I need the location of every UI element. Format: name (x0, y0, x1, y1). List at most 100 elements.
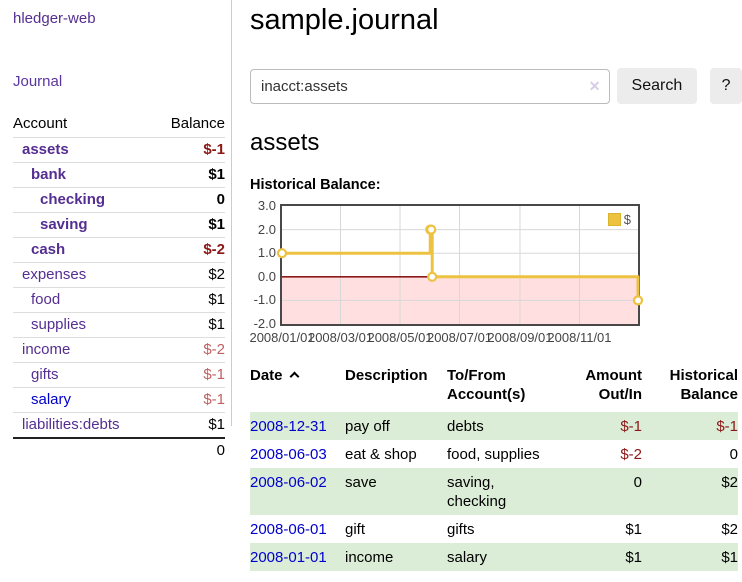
sidebar-item-journal[interactable]: Journal (13, 73, 63, 90)
x-tick-label: 2008/07/01 (426, 330, 493, 345)
amount-cell: $-1 (620, 418, 642, 435)
account-balance: $-1 (203, 366, 225, 383)
y-tick-label: 2.0 (257, 221, 276, 237)
account-balance: $2 (208, 266, 225, 283)
x-tick-label: 2008/01/01 (249, 330, 315, 345)
transaction-date-link[interactable]: 2008-12-31 (250, 418, 327, 435)
account-balance: $-1 (203, 141, 225, 158)
transactions-table-header: Date Description To/From Account(s) Amou… (250, 366, 738, 412)
transaction-date-link[interactable]: 2008-06-03 (250, 446, 327, 463)
y-tick-label: 1.0 (257, 245, 276, 261)
accounts-total: 0 (13, 437, 225, 462)
table-row[interactable]: 2008-06-03 eat & shop food, supplies $-2 0 (250, 440, 738, 468)
table-row[interactable]: 2008-06-01 gift gifts $1 $2 (250, 515, 738, 543)
tofrom-column-header: To/From Account(s) (447, 367, 526, 403)
search-input[interactable] (250, 68, 610, 104)
amount-cell: $1 (625, 521, 642, 538)
account-link[interactable]: saving (40, 216, 88, 233)
search-bar: ✕ Search ? (250, 68, 742, 104)
account-link[interactable]: food (31, 291, 61, 308)
amount-cell: 0 (633, 474, 642, 491)
table-row[interactable]: 2008-06-02 save saving, checking 0 $2 (250, 468, 738, 515)
account-link[interactable]: liabilities:debts (22, 416, 120, 433)
account-link[interactable]: bank (31, 166, 67, 183)
accounts-cell: saving, checking (447, 474, 507, 510)
account-link[interactable]: gifts (31, 366, 59, 383)
description-cell: pay off (345, 418, 390, 435)
y-tick-label: 3.0 (257, 198, 276, 213)
date-cell: 2008-06-03 (250, 440, 345, 468)
y-tick-label: 0.0 (257, 268, 276, 284)
account-link[interactable]: salary (31, 391, 72, 408)
chart-plot-area: $ (276, 204, 644, 326)
accounts-table-header: Account Balance (13, 112, 225, 137)
amount-cell: $1 (625, 549, 642, 566)
date-cell: 2008-06-01 (250, 515, 345, 543)
account-row: bank $1 (13, 162, 225, 187)
amount-column-header: Amount Out/In (585, 367, 642, 403)
accounts-cell: debts (447, 418, 484, 435)
account-row: cash $-2 (13, 237, 225, 262)
date-column-header[interactable]: Date (250, 366, 345, 412)
balance-cell: 0 (729, 446, 738, 463)
table-row[interactable]: 2008-01-01 income salary $1 $1 (250, 543, 738, 571)
account-balance: $-2 (203, 341, 225, 358)
legend-swatch-icon (607, 213, 621, 226)
transaction-date-link[interactable]: 2008-01-01 (250, 549, 327, 566)
account-link[interactable]: checking (40, 191, 106, 208)
account-balance: $1 (208, 166, 225, 183)
y-tick-label: -1.0 (253, 292, 276, 308)
historical-balance-chart: 3.0 2.0 1.0 0.0 -1.0 -2.0 $ 2008/01/01 2008/03… (249, 198, 742, 348)
accounts-table: Account Balance assets $-1 bank $1 checking 0… (13, 112, 225, 462)
legend-label: $ (623, 212, 631, 227)
sort-ascending-icon (289, 371, 299, 382)
date-cell: 2008-01-01 (250, 543, 345, 571)
chart-title: Historical Balance: (250, 177, 381, 193)
account-link[interactable]: assets (22, 141, 69, 158)
balance-cell: $-1 (716, 418, 738, 435)
account-balance: $1 (208, 416, 225, 433)
description-cell: save (345, 474, 377, 491)
account-row: expenses $2 (13, 262, 225, 287)
transaction-rows: 2008-12-31 pay off debts $-1 $-1 2008-06-03 ea… (250, 412, 738, 571)
account-row: income $-2 (13, 337, 225, 362)
table-row[interactable]: 2008-12-31 pay off debts $-1 $-1 (250, 412, 738, 440)
account-row: checking 0 (13, 187, 225, 212)
help-button[interactable]: ? (710, 68, 742, 104)
account-balance: $1 (208, 316, 225, 333)
account-row: food $1 (13, 287, 225, 312)
account-row: gifts $-1 (13, 362, 225, 387)
chart-legend: $ (605, 211, 633, 228)
account-row: saving $1 (13, 212, 225, 237)
accounts-cell: salary (447, 549, 488, 566)
account-link[interactable]: supplies (31, 316, 87, 333)
date-cell: 2008-12-31 (250, 412, 345, 440)
description-column-header: Description (345, 367, 428, 384)
account-balance: $-2 (203, 241, 225, 258)
description-cell: eat & shop (345, 446, 417, 463)
account-row: assets $-1 (13, 137, 225, 162)
clear-search-icon[interactable]: ✕ (588, 77, 601, 94)
transaction-date-link[interactable]: 2008-06-01 (250, 521, 327, 538)
accounts-cell: gifts (447, 521, 475, 538)
balance-cell: $1 (721, 549, 738, 566)
app-title-link[interactable]: hledger-web (13, 10, 96, 27)
account-link[interactable]: cash (31, 241, 66, 258)
balance-cell: $2 (721, 474, 738, 491)
account-heading: assets (250, 129, 320, 156)
account-row: supplies $1 (13, 312, 225, 337)
description-cell: gift (345, 521, 366, 538)
y-tick-label: -2.0 (253, 316, 276, 331)
balance-cell: $2 (721, 521, 738, 538)
transaction-date-link[interactable]: 2008-06-02 (250, 474, 327, 491)
account-link[interactable]: income (22, 341, 71, 358)
account-row: liabilities:debts $1 (13, 412, 225, 437)
accounts-cell: food, supplies (447, 446, 540, 463)
sidebar: hledger-web Journal Account Balance asse… (0, 0, 232, 459)
search-button[interactable]: Search (616, 68, 698, 104)
description-cell: income (345, 549, 394, 566)
x-tick-label: 2008/05/01 (367, 330, 433, 345)
amount-cell: $-2 (620, 446, 642, 463)
account-link[interactable]: expenses (22, 266, 87, 283)
transactions-table: Date Description To/From Account(s) Amou… (250, 366, 738, 571)
